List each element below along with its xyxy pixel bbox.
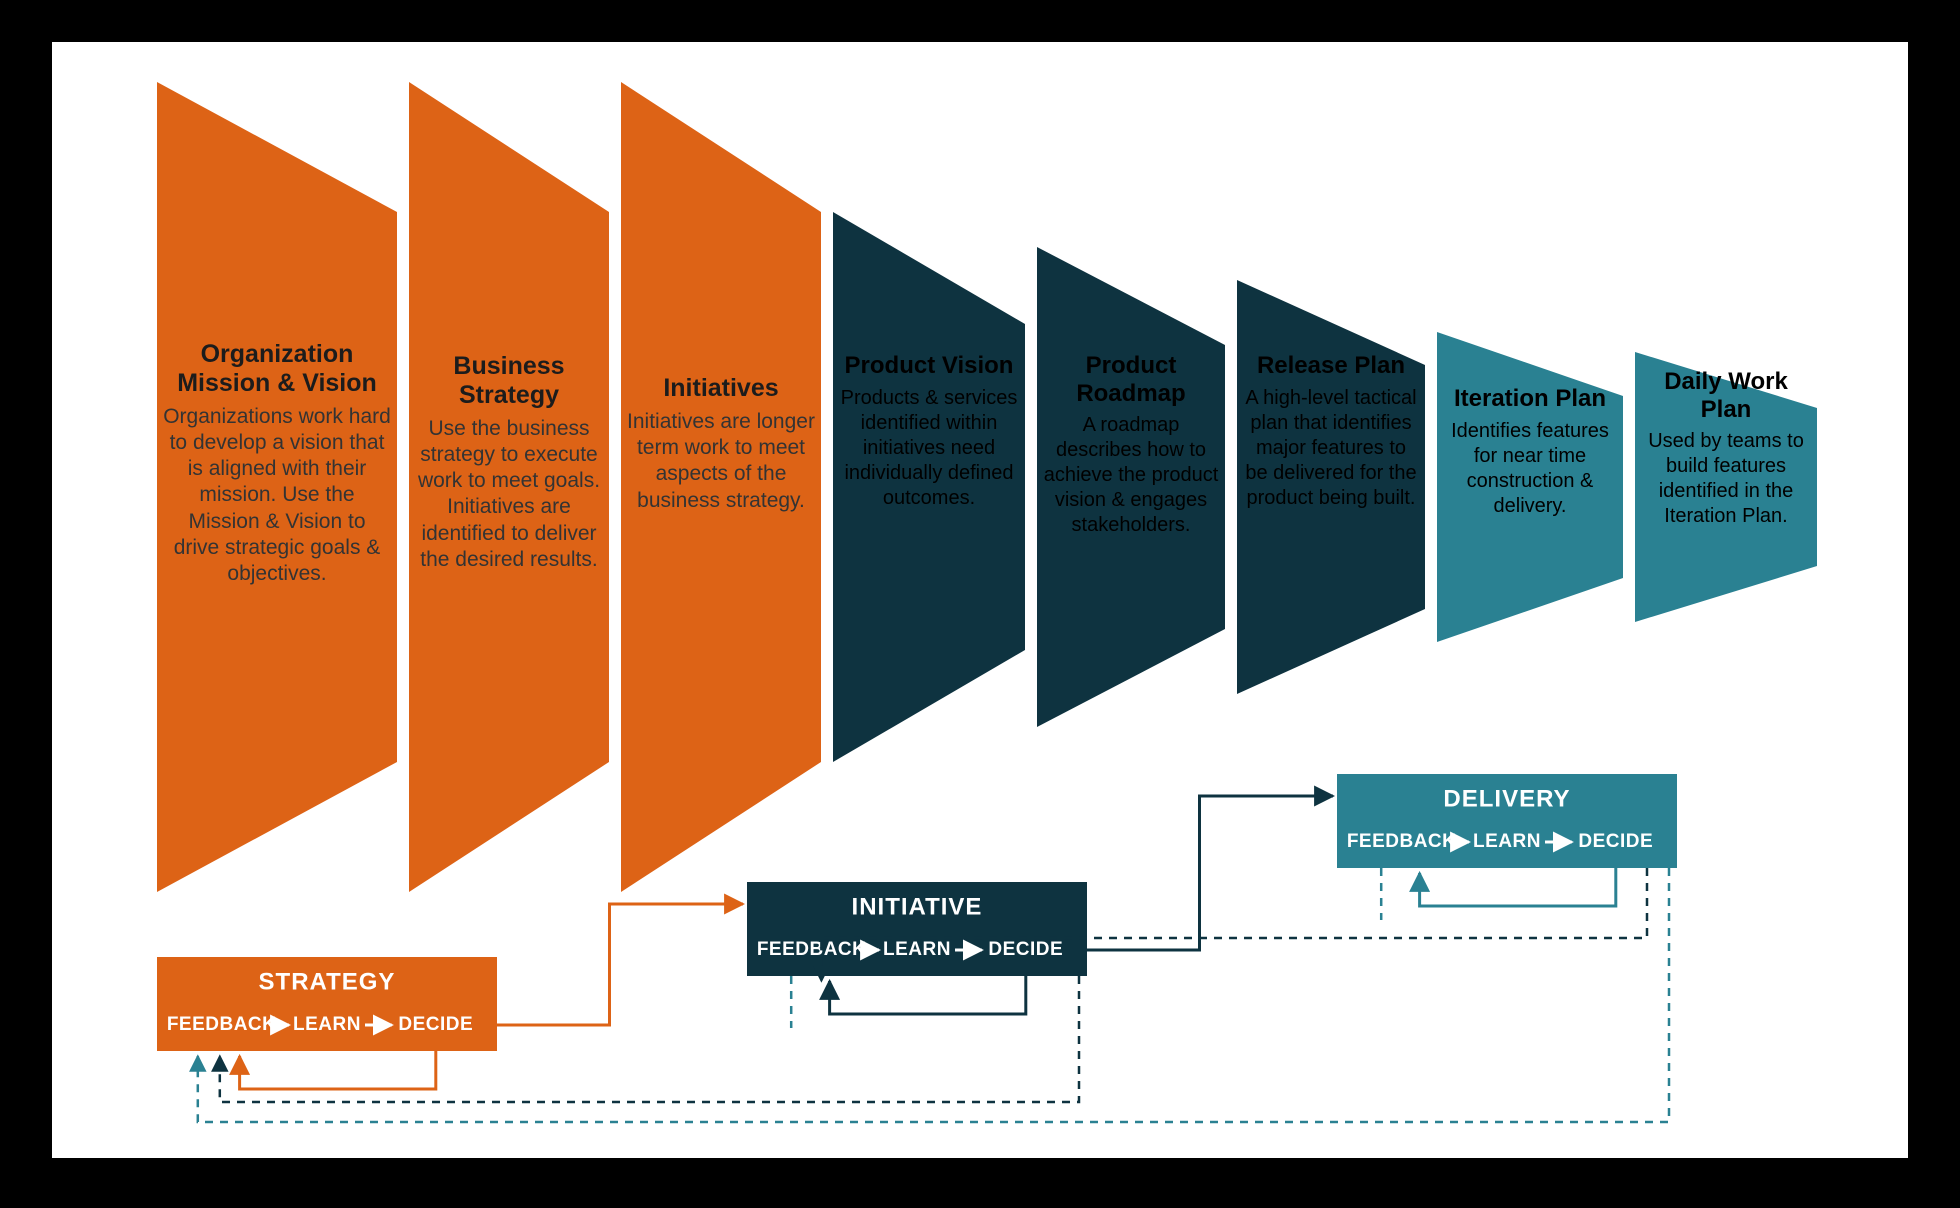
funnel-title-release: Release Plan <box>1243 352 1419 380</box>
self-loop-strategy_loop <box>240 1051 436 1089</box>
loop-title-delivery_loop: DELIVERY <box>1443 785 1570 812</box>
loop-learn-initiative_loop: LEARN <box>883 939 951 960</box>
funnel-desc-iteration: Identifies features for near time constr… <box>1443 419 1617 519</box>
funnel-title-vision: Product Vision <box>839 352 1019 380</box>
loop-title-initiative_loop: INITIATIVE <box>852 893 983 920</box>
loop-decide-strategy_loop: DECIDE <box>398 1014 473 1035</box>
loop-feedback-delivery_loop: FEEDBACK <box>1347 831 1457 852</box>
loop-decide-delivery_loop: DECIDE <box>1578 831 1653 852</box>
funnel-desc-mission: Organizations work hard to develop a vis… <box>163 404 391 588</box>
funnel-title-iteration: Iteration Plan <box>1443 385 1617 413</box>
self-loop-initiative_loop <box>830 976 1026 1014</box>
self-loop-delivery_loop <box>1420 868 1616 906</box>
loop-decide-initiative_loop: DECIDE <box>988 939 1063 960</box>
loop-feedback-strategy_loop: FEEDBACK <box>167 1014 277 1035</box>
funnel-desc-initiatives: Initiatives are longer term work to meet… <box>627 409 815 514</box>
funnel-title-mission: Organization Mission & Vision <box>163 340 391 398</box>
loop-feedback-initiative_loop: FEEDBACK <box>757 939 867 960</box>
funnel-title-initiatives: Initiatives <box>627 374 815 403</box>
loop-title-strategy_loop: STRATEGY <box>259 968 396 995</box>
funnel-title-daily: Daily Work Plan <box>1641 368 1811 423</box>
funnel-desc-roadmap: A roadmap describes how to achieve the p… <box>1043 413 1219 538</box>
funnel-desc-vision: Products & services identified within in… <box>839 386 1019 511</box>
funnel-title-roadmap: Product Roadmap <box>1043 352 1219 407</box>
funnel-desc-release: A high-level tactical plan that identifi… <box>1243 386 1419 511</box>
loop-learn-strategy_loop: LEARN <box>293 1014 361 1035</box>
funnel-title-strategy: Business Strategy <box>415 352 603 410</box>
funnel-desc-strategy: Use the business strategy to execute wor… <box>415 416 603 574</box>
forward-connector-1 <box>1087 796 1333 950</box>
loop-learn-delivery_loop: LEARN <box>1473 831 1541 852</box>
forward-connector-0 <box>497 904 743 1025</box>
funnel-desc-daily: Used by teams to build features identifi… <box>1641 429 1811 529</box>
diagram-canvas: Organization Mission & Vision Organizatio… <box>50 40 1910 1160</box>
